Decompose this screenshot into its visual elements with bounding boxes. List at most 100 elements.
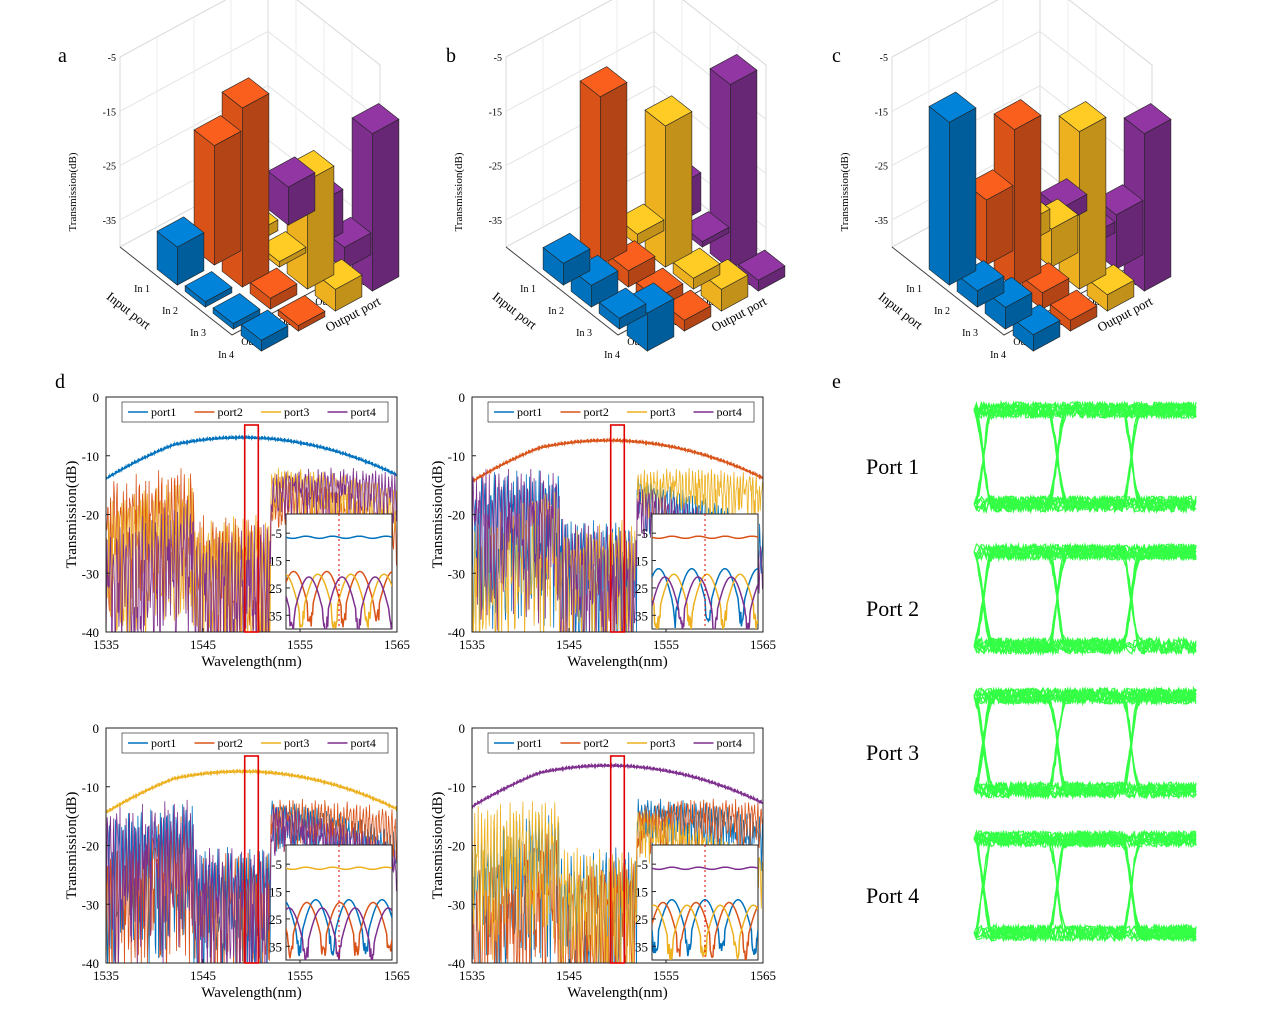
legend-box (487, 401, 755, 423)
inset-y-tick-label: 15 (635, 554, 648, 569)
y-tick-label: -30 (82, 897, 99, 912)
legend-entry-port3: port3 (284, 405, 309, 419)
z-tick-label: -25 (489, 162, 502, 173)
bar-b-in1-out1 (542, 232, 591, 286)
eye-diagram-port-2: Port 2 (866, 541, 1197, 657)
eye-port-label: Port 2 (866, 596, 919, 621)
bar-face-top (616, 203, 665, 235)
bar-face-right (599, 81, 628, 266)
input-tick-label: In 3 (962, 328, 978, 339)
bar-a-in4-out2 (277, 295, 326, 332)
y-tick-label: -20 (448, 508, 465, 523)
input-tick-label: In 3 (576, 328, 592, 339)
legend-box (121, 732, 389, 754)
x-tick-label: 1535 (93, 637, 119, 652)
bar-face-top (193, 115, 242, 147)
bar-face-left (579, 80, 601, 266)
y-tick-label: -30 (82, 566, 99, 581)
bar-face-right (948, 107, 977, 286)
legend-entry-port4: port4 (717, 736, 742, 750)
bar-face-top (681, 211, 730, 243)
series-line-port3 (472, 801, 763, 963)
bar3d-chart-a: -5 -15 -25 -35 Transmission(dB) In 1 In 2 In 3 I… (67, 0, 400, 361)
legend-entry-port2: port2 (218, 405, 243, 419)
z-tick-label: -15 (103, 107, 116, 118)
eye-diagram-port-3: Port 3 (866, 685, 1197, 801)
spectrum-plot-4: 1535 1545 1555 15650-10-20-30-40Wavelength(… (430, 721, 776, 1001)
input-tick-label: In 3 (190, 328, 206, 339)
bar-face-left (928, 105, 950, 286)
x-tick-label: 1565 (384, 637, 410, 652)
bar-a-in2-out1 (184, 271, 233, 308)
z-axis-label: Transmission(dB) (839, 152, 851, 231)
y-tick-label: -30 (448, 897, 465, 912)
legend-entry-port1: port1 (151, 405, 176, 419)
y-tick-label: 0 (459, 721, 466, 736)
x-tick-label: 1565 (750, 637, 776, 652)
bar-c-in3-out1 (984, 276, 1033, 330)
legend-entry-port1: port1 (517, 405, 542, 419)
y-tick-label: -40 (448, 625, 465, 640)
legend-entry-port4: port4 (351, 405, 376, 419)
bar-face-top (709, 53, 758, 85)
legend: port1 port2 port3 port4 (121, 732, 389, 754)
inset-y-tick-label: 35 (635, 608, 648, 623)
bar-face-top (258, 231, 307, 263)
bar-face-right (664, 111, 693, 268)
x-axis-label: Wavelength(nm) (201, 985, 301, 1001)
z-tick-label: -25 (875, 162, 888, 173)
y-tick-label: -10 (82, 449, 99, 464)
bar-face-top (928, 91, 977, 123)
bar-face-right (1144, 118, 1172, 292)
series-line-port4 (106, 467, 397, 632)
spectrum-plot-3: 1535 1545 1555 15650-10-20-30-40Wavelength(… (64, 721, 410, 1001)
bar-face-right (242, 93, 270, 288)
eye-traces (973, 685, 1197, 801)
x-tick-label: 1545 (556, 637, 582, 652)
inset-series-port1 (652, 899, 758, 957)
bar-face-right (371, 118, 400, 292)
y-tick-label: -10 (448, 780, 465, 795)
bar-a-in1-out2 (193, 115, 242, 266)
bar3d-chart-c: -5 -15 -25 -35 Transmission(dB) In 1 In 2 In 3 I… (839, 0, 1172, 361)
input-tick-label: In 2 (548, 306, 564, 317)
y-tick-label: 0 (459, 390, 466, 405)
legend-entry-port2: port2 (584, 736, 609, 750)
bar-b-in1-out2 (579, 66, 628, 266)
legend: port1 port2 port3 port4 (487, 401, 755, 423)
eye-diagram-port-1: Port 1 (866, 399, 1197, 515)
bar-c-in4-out1 (1012, 304, 1061, 352)
bar-face-top (965, 169, 1014, 201)
y-tick-label: -40 (82, 956, 99, 971)
bar-face-top (221, 77, 270, 109)
input-tick-label: In 1 (134, 284, 150, 295)
panel-letter-d: d (55, 371, 65, 393)
legend-entry-port3: port3 (650, 405, 675, 419)
bar3d-chart-b: -5 -15 -25 -35 Transmission(dB) In 1 In 2 In 3 I… (453, 0, 786, 361)
x-tick-label: 1555 (287, 637, 313, 652)
inset-y-tick-label: 15 (635, 885, 648, 900)
series-group (106, 434, 397, 632)
y-tick-label: 0 (93, 390, 100, 405)
legend-entry-port1: port1 (151, 736, 176, 750)
bar-a-in3-out2 (249, 267, 298, 310)
bar-a-in4-out1 (240, 309, 289, 352)
inset-series-port4 (286, 576, 392, 629)
y-tick-label: -10 (82, 780, 99, 795)
input-axis-label: Input port (876, 289, 926, 333)
inset-y-tick-label: -5 (637, 857, 648, 872)
series-line-port1 (106, 434, 397, 480)
x-tick-label: 1545 (190, 637, 216, 652)
x-tick-label: 1555 (653, 968, 679, 983)
y-axis-label: Transmission(dB) (64, 792, 80, 900)
z-tick-label: -5 (494, 53, 502, 64)
bar-face-right (729, 69, 758, 270)
y-tick-label: 0 (93, 721, 100, 736)
bar-face-top (267, 156, 316, 188)
inset-y-tick-label: 25 (635, 912, 648, 927)
x-tick-label: 1535 (459, 968, 485, 983)
y-tick-label: -20 (82, 508, 99, 523)
inset-plot: -5 15 25 35 (635, 513, 759, 630)
series-line-port1 (472, 470, 763, 632)
